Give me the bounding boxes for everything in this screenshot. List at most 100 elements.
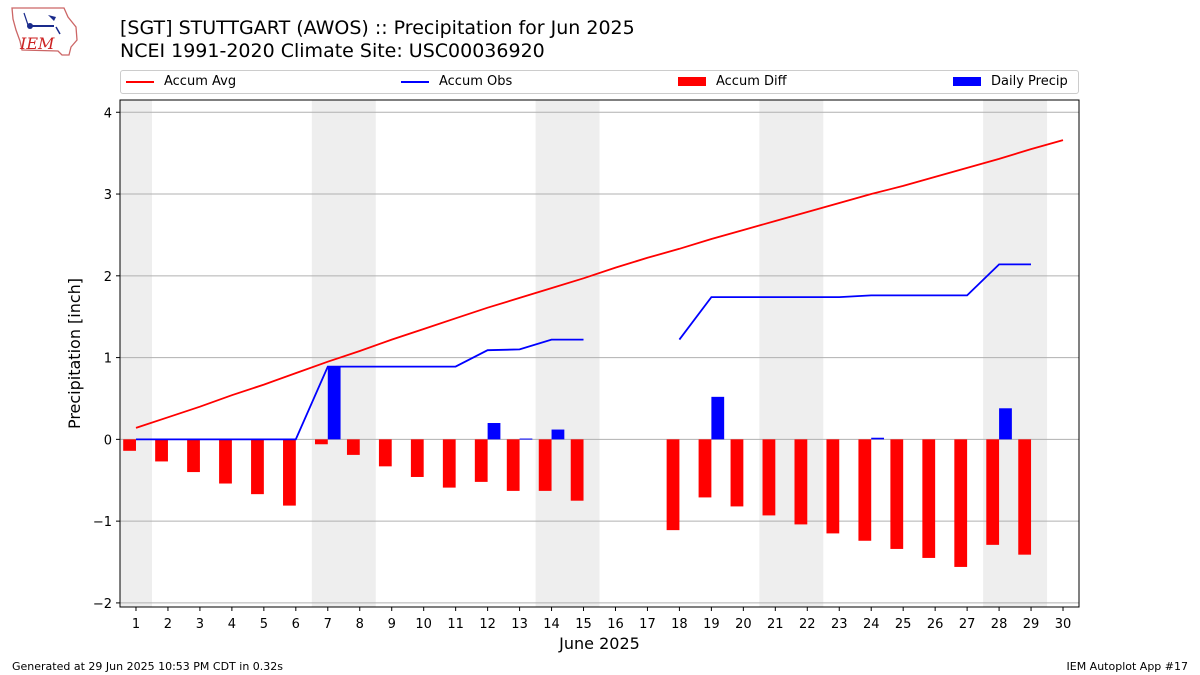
x-tick-label: 13 <box>511 617 528 632</box>
x-tick-label: 20 <box>735 617 752 632</box>
x-axis-label: June 2025 <box>558 634 640 653</box>
accum-diff-bar <box>251 439 264 495</box>
chart-legend: Accum Avg Accum Obs Accum Diff Daily Pre… <box>120 70 1079 94</box>
x-tick-label: 26 <box>927 617 944 632</box>
weekend-shade <box>759 100 824 607</box>
x-tick-label: 9 <box>388 617 396 632</box>
iem-logo: IEM <box>11 7 78 56</box>
x-tick-label: 25 <box>895 617 912 632</box>
legend-item-accum-diff: Accum Diff <box>678 74 787 89</box>
x-tick-label: 30 <box>1055 617 1072 632</box>
x-tick-label: 21 <box>767 617 784 632</box>
x-tick-label: 3 <box>196 617 204 632</box>
accum-diff-bar <box>538 439 552 491</box>
accum-diff-bar <box>794 439 808 525</box>
accum-diff-bar <box>986 439 1000 545</box>
x-tick-label: 24 <box>863 617 880 632</box>
weekend-shade <box>311 100 376 607</box>
accum-diff-bar <box>922 439 936 558</box>
x-tick-label: 8 <box>356 617 364 632</box>
x-tick-label: 14 <box>543 617 560 632</box>
accum-diff-bar <box>570 439 584 501</box>
accum-diff-bar <box>474 439 488 482</box>
daily-precip-bar <box>487 423 501 440</box>
x-tick-label: 17 <box>639 617 656 632</box>
accum-diff-bar <box>666 439 680 531</box>
daily-precip-bar <box>327 366 341 440</box>
daily-precip-bar <box>551 429 565 440</box>
x-tick-label: 29 <box>1023 617 1040 632</box>
legend-label-accum-diff: Accum Diff <box>716 74 787 89</box>
y-tick-label: 2 <box>104 270 112 285</box>
x-tick-label: 7 <box>324 617 332 632</box>
accum-diff-bar <box>730 439 744 507</box>
x-tick-label: 5 <box>260 617 268 632</box>
legend-item-daily-precip: Daily Precip <box>953 74 1068 89</box>
logo-text: IEM <box>19 34 55 53</box>
chart-title: [SGT] STUTTGART (AWOS) :: Precipitation … <box>120 17 635 39</box>
y-tick-label: 4 <box>104 106 112 121</box>
y-tick-label: −2 <box>93 597 112 612</box>
y-axis-label: Precipitation [inch] <box>65 278 84 429</box>
accum-diff-bar <box>442 439 456 488</box>
accum-diff-bar <box>314 439 328 445</box>
legend-swatch-accum-avg <box>126 80 154 83</box>
accum-diff-bar <box>378 439 392 467</box>
footer-generated: Generated at 29 Jun 2025 10:53 PM CDT in… <box>12 660 284 673</box>
daily-precip-bar <box>711 396 725 440</box>
x-tick-label: 12 <box>479 617 496 632</box>
accum-diff-bar <box>858 439 872 541</box>
accum-diff-bar <box>954 439 968 567</box>
x-tick-label: 23 <box>831 617 848 632</box>
x-tick-label: 27 <box>959 617 976 632</box>
y-tick-label: 3 <box>104 188 112 203</box>
y-tick-label: 1 <box>104 352 112 367</box>
legend-swatch-daily-precip <box>953 77 981 86</box>
x-tick-label: 1 <box>132 617 140 632</box>
x-tick-label: 11 <box>447 617 464 632</box>
x-tick-label: 10 <box>415 617 432 632</box>
accum-diff-bar <box>890 439 904 549</box>
daily-precip-bar <box>999 408 1012 440</box>
x-tick-label: 4 <box>228 617 236 632</box>
x-tick-label: 19 <box>703 617 720 632</box>
accum-diff-bar <box>283 439 296 506</box>
legend-swatch-accum-diff <box>678 77 706 86</box>
accum-diff-bar <box>506 439 520 491</box>
accum-diff-bar <box>123 439 136 451</box>
x-tick-label: 2 <box>164 617 172 632</box>
accum-diff-bar <box>826 439 840 534</box>
x-tick-label: 15 <box>575 617 592 632</box>
weekend-shade <box>535 100 600 607</box>
legend-item-accum-avg: Accum Avg <box>126 74 236 89</box>
x-tick-label: 22 <box>799 617 816 632</box>
chart-subtitle: NCEI 1991-2020 Climate Site: USC00036920 <box>120 40 545 62</box>
accum-diff-bar <box>219 439 232 484</box>
x-tick-label: 16 <box>607 617 624 632</box>
daily-precip-bar <box>519 438 533 440</box>
plot-frame <box>119 99 1080 608</box>
accum-diff-bar <box>187 439 200 473</box>
accum-diff-bar <box>346 439 360 455</box>
accum-avg-line <box>135 139 1064 429</box>
accum-diff-bar <box>1018 439 1032 555</box>
legend-swatch-accum-obs <box>401 80 429 83</box>
accum-diff-bar <box>698 439 712 498</box>
y-tick-label: 0 <box>104 433 112 448</box>
legend-label-accum-avg: Accum Avg <box>164 74 237 89</box>
daily-precip-bar <box>871 437 885 440</box>
accum-obs-line <box>678 263 1031 341</box>
accum-diff-bar <box>155 439 168 462</box>
legend-label-daily-precip: Daily Precip <box>991 74 1068 89</box>
accum-diff-bar <box>410 439 424 477</box>
accum-obs-line <box>136 338 584 441</box>
footer-app: IEM Autoplot App #17 <box>1066 660 1189 673</box>
weekend-shade <box>120 100 152 607</box>
x-tick-label: 28 <box>991 617 1008 632</box>
y-tick-label: −1 <box>93 515 112 530</box>
x-tick-label: 18 <box>671 617 688 632</box>
legend-label-accum-obs: Accum Obs <box>439 74 513 89</box>
x-tick-label: 6 <box>292 617 300 632</box>
accum-diff-bar <box>762 439 776 516</box>
